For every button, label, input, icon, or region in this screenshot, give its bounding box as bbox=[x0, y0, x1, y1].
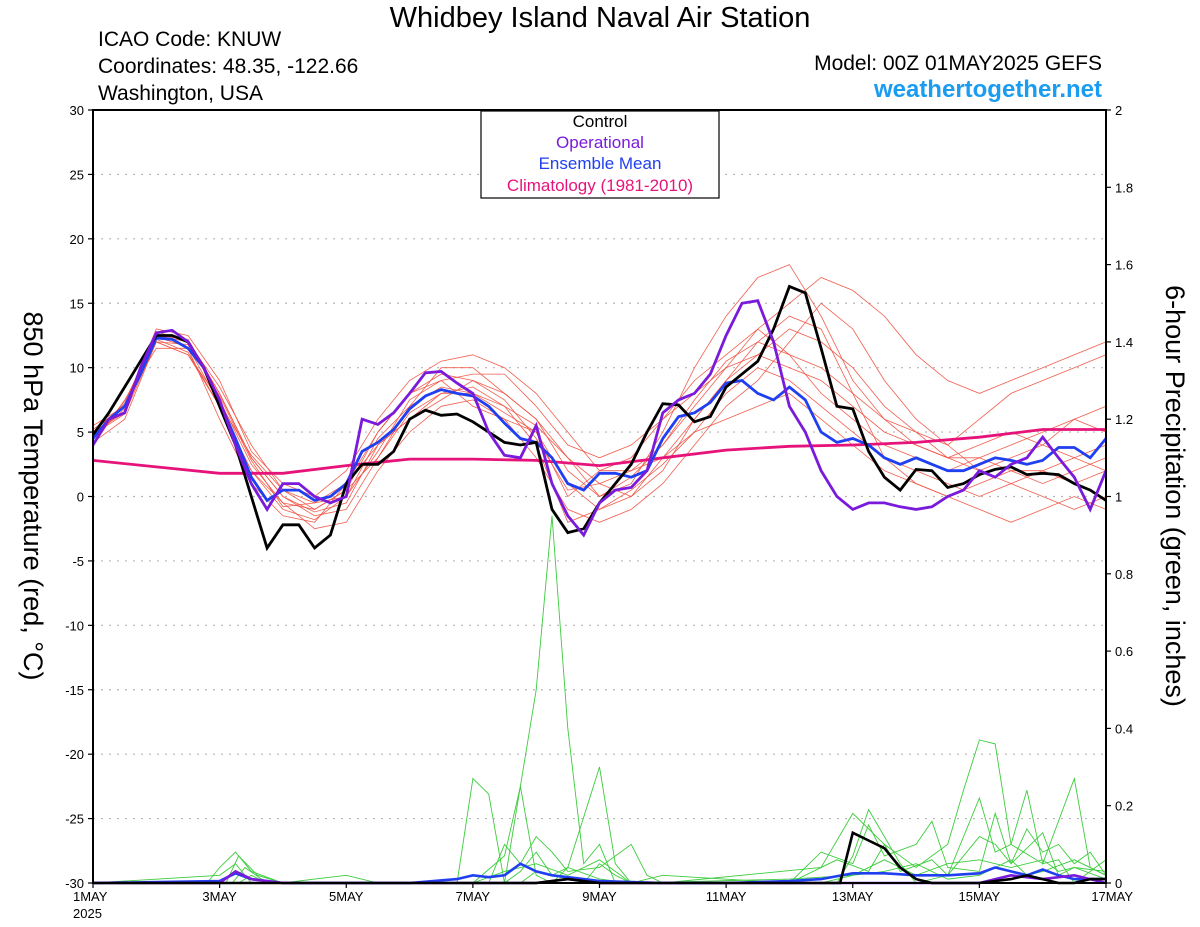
y-tick-label: 25 bbox=[70, 167, 84, 182]
y-tick-label: 30 bbox=[70, 103, 84, 118]
y-tick-label: 20 bbox=[70, 232, 84, 247]
x-tick-label: 15MAY bbox=[959, 889, 1001, 904]
temp-member-lines bbox=[92, 264, 1107, 530]
y2-tick-label: 0.6 bbox=[1115, 644, 1133, 659]
y-tick-label: 15 bbox=[70, 296, 84, 311]
precip-member-lines bbox=[92, 515, 1107, 884]
y2-tick-label: 2 bbox=[1115, 103, 1122, 118]
y2-tick-label: 0.2 bbox=[1115, 799, 1133, 814]
climatology-line bbox=[92, 428, 1106, 475]
main-series-lines bbox=[91, 284, 1108, 885]
legend-entry: Operational bbox=[556, 133, 644, 152]
x-tick-label: 11MAY bbox=[706, 889, 747, 904]
region-label: Washington, USA bbox=[98, 82, 263, 105]
precip-member-line-3 bbox=[93, 827, 1107, 884]
ensemble-mean-line bbox=[91, 336, 1108, 503]
y2-tick-label: 1.2 bbox=[1115, 412, 1133, 427]
x-tick-label: 13MAY bbox=[832, 889, 874, 904]
x-tick-label: 17MAY bbox=[1091, 889, 1133, 904]
y-tick-label: -30 bbox=[65, 876, 84, 891]
x-tick-label: 9MAY bbox=[582, 889, 617, 904]
y2-tick-label: 0.4 bbox=[1115, 721, 1133, 736]
y-tick-label: 0 bbox=[77, 490, 84, 505]
y2-tick-label: 0.8 bbox=[1115, 567, 1133, 582]
precip-member-line-1 bbox=[93, 766, 1107, 884]
precip-member-line-0 bbox=[93, 515, 1107, 884]
temp-member-line-9 bbox=[92, 328, 1107, 510]
y2-axis-label: 6-hour Precipitation (green, inches) bbox=[1160, 285, 1190, 707]
y2-tick-label: 1 bbox=[1115, 490, 1122, 505]
operational-line bbox=[91, 299, 1108, 538]
y-axis-label: 850 hPa Temperature (red, °C) bbox=[18, 312, 48, 681]
y-tick-label: -15 bbox=[65, 683, 84, 698]
y-tick-label: -25 bbox=[65, 812, 84, 827]
y2-tick-label: 1.4 bbox=[1115, 335, 1133, 350]
y-tick-label: -20 bbox=[65, 747, 84, 762]
y2-tick-label: 1.6 bbox=[1115, 258, 1133, 273]
icao-code: ICAO Code: KNUW bbox=[98, 28, 282, 51]
temp-member-line-4 bbox=[92, 302, 1107, 530]
temp-member-line-7 bbox=[92, 335, 1107, 513]
site-link[interactable]: weathertogether.net bbox=[873, 76, 1102, 103]
temp-member-line-8 bbox=[92, 341, 1107, 510]
temp-member-line-0 bbox=[92, 328, 1107, 510]
y-tick-label: -5 bbox=[72, 554, 84, 569]
precip-member-line-5 bbox=[93, 859, 1107, 884]
y-tick-label: 10 bbox=[70, 361, 84, 376]
chart-title: Whidbey Island Naval Air Station bbox=[389, 2, 811, 34]
precip-control-line bbox=[93, 830, 1106, 885]
legend-entry: Control bbox=[573, 112, 628, 131]
temp-member-line-2 bbox=[92, 315, 1107, 523]
x-tick-label: 3MAY bbox=[202, 889, 237, 904]
temp-member-line-6 bbox=[92, 338, 1107, 523]
control-line bbox=[91, 284, 1107, 552]
x-tick-label: 1MAY bbox=[73, 889, 108, 904]
temp-member-line-5 bbox=[92, 277, 1107, 504]
x-tick-year: 2025 bbox=[73, 906, 102, 921]
y2-tick-label: 0 bbox=[1115, 876, 1122, 891]
y2-tick-label: 1.8 bbox=[1115, 180, 1133, 195]
legend-box bbox=[480, 110, 720, 199]
legend-entry: Ensemble Mean bbox=[539, 154, 662, 173]
legend-entry: Climatology (1981-2010) bbox=[507, 176, 693, 195]
gridlines bbox=[93, 173, 1106, 820]
coordinates: Coordinates: 48.35, -122.66 bbox=[98, 55, 359, 78]
legend: Control Operational Ensemble Mean Climatolo… bbox=[480, 110, 720, 199]
x-tick-label: 5MAY bbox=[329, 889, 364, 904]
y-tick-label: 5 bbox=[77, 425, 84, 440]
x-tick-label: 7MAY bbox=[456, 889, 491, 904]
precip-mean-line bbox=[92, 862, 1106, 885]
axis-ticks: 302520151050-5-10-15-20-25-3021.81.61.41… bbox=[65, 103, 1133, 921]
y-tick-label: -10 bbox=[65, 618, 84, 633]
model-run-label: Model: 00Z 01MAY2025 GEFS bbox=[814, 52, 1102, 75]
